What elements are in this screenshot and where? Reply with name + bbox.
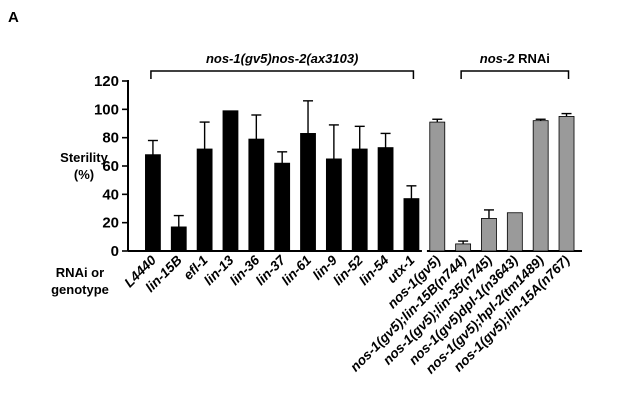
- y-tick-label: 60: [102, 158, 119, 175]
- bar-13: [455, 243, 472, 252]
- bar-4: [222, 110, 239, 252]
- bar-14: [481, 218, 497, 252]
- group-bracket-2: [460, 70, 570, 79]
- bar-5: [248, 138, 265, 252]
- bar-12: [429, 121, 446, 252]
- bar-15: [506, 212, 523, 252]
- y-tick-label: 0: [111, 243, 119, 260]
- category-label: lin-61: [279, 253, 315, 289]
- y-axis-label: Sterility (%): [44, 149, 124, 183]
- bar-1: [145, 154, 161, 252]
- group-bracket-1: [150, 70, 415, 79]
- y-tick-label: 120: [94, 73, 119, 90]
- x-axis-label-line1: RNAi or: [55, 265, 105, 280]
- y-tick-label: 40: [102, 186, 119, 203]
- bar-8: [325, 158, 342, 252]
- group-label-2: nos-2 RNAi: [480, 51, 550, 66]
- bar-6: [274, 162, 291, 252]
- bar-3: [196, 148, 213, 252]
- x-axis-label-line2: genotype: [51, 282, 109, 297]
- group-label-1: nos-1(gv5)nos-2(ax3103): [206, 51, 358, 66]
- x-axis-label: RNAi or genotype: [40, 264, 120, 298]
- bar-7: [300, 133, 316, 252]
- panel-label: A: [8, 9, 19, 26]
- y-axis-label-line2: (%): [73, 167, 95, 182]
- bar-16: [532, 120, 549, 252]
- bar-17: [558, 116, 575, 252]
- bar-10: [377, 147, 394, 252]
- bar-2: [170, 226, 187, 252]
- y-axis-label-line1: Sterility: [60, 150, 108, 165]
- bar-9: [351, 148, 368, 252]
- y-tick-label: 80: [102, 130, 119, 147]
- y-tick-label: 100: [94, 101, 119, 118]
- category-label: lin-54: [356, 252, 392, 288]
- y-tick-label: 20: [102, 215, 119, 232]
- bar-11: [403, 198, 420, 252]
